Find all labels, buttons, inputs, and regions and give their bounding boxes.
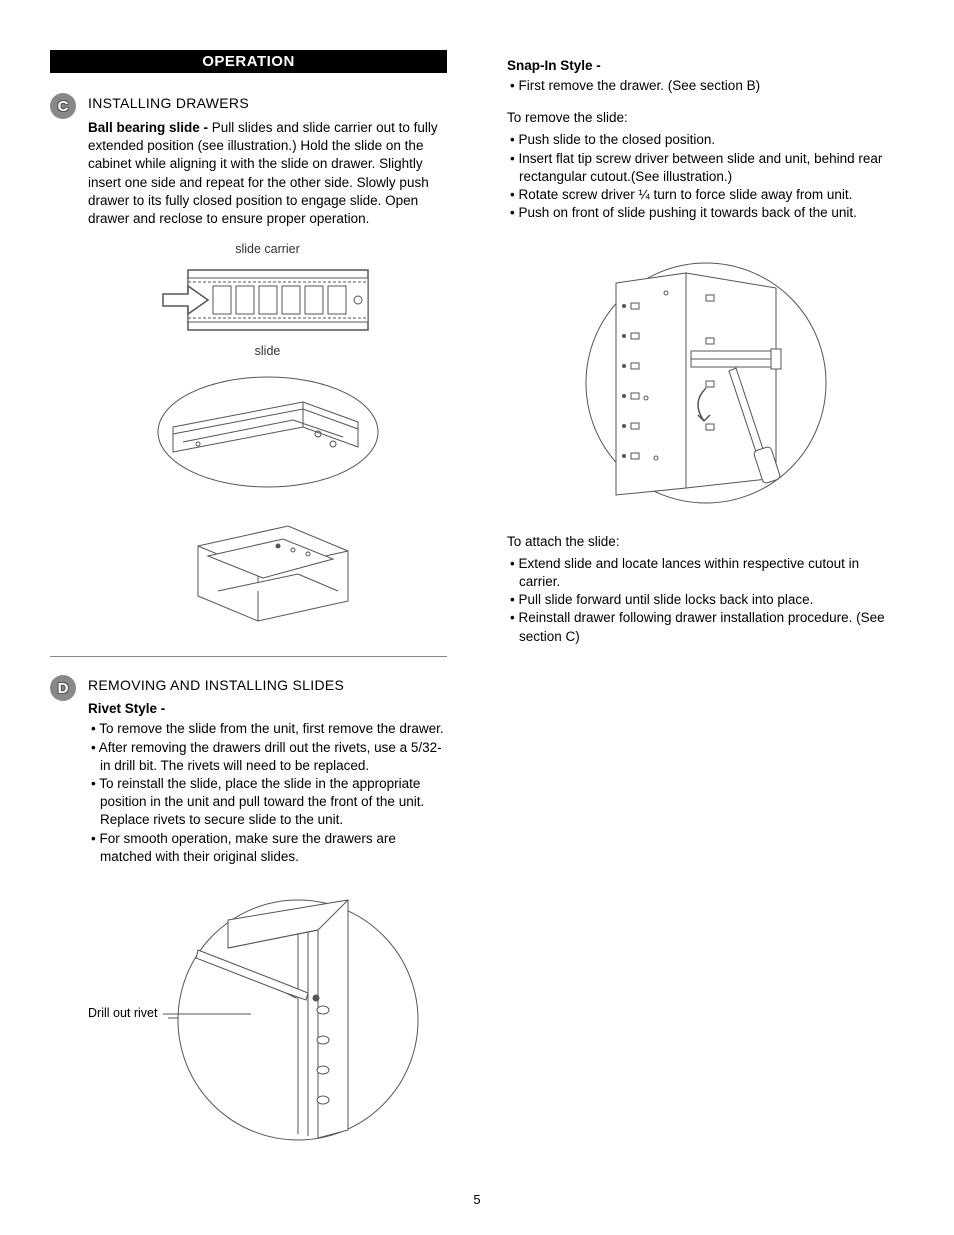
section-c-body: Ball bearing slide - Pull slides and sli… — [88, 119, 447, 228]
attach-intro: To attach the slide: — [507, 533, 904, 551]
drawer-iso-diagram — [168, 506, 368, 626]
operation-header: OPERATION — [50, 50, 447, 73]
remove-bullet-3: Rotate screw driver ¼ turn to force slid… — [507, 186, 904, 204]
step-d-badge: D — [50, 675, 76, 701]
ball-bearing-lead: Ball bearing slide - — [88, 120, 212, 135]
section-c-title: INSTALLING DRAWERS — [88, 95, 447, 111]
right-column: Snap-In Style - First remove the drawer.… — [507, 50, 904, 1174]
rivet-bullet-3: To reinstall the slide, place the slide … — [88, 775, 447, 830]
left-column: OPERATION C INSTALLING DRAWERS Ball bear… — [50, 50, 447, 1174]
page-number: 5 — [0, 1192, 954, 1207]
remove-bullets: Push slide to the closed position. Inser… — [507, 131, 904, 222]
rivet-subhead: Rivet Style - — [88, 701, 447, 716]
remove-bullet-1: Push slide to the closed position. — [507, 131, 904, 149]
step-c-badge: C — [50, 93, 76, 119]
figure-slide-oval — [88, 372, 447, 492]
label-drill-rivet: Drill out rivet — [88, 1006, 157, 1020]
figure-rivet: Drill out rivet — [88, 886, 447, 1156]
ball-bearing-text: Pull slides and slide carrier out to ful… — [88, 120, 438, 226]
rivet-bullets: To remove the slide from the unit, first… — [88, 720, 447, 866]
attach-bullets: Extend slide and locate lances within re… — [507, 555, 904, 646]
section-d-title: REMOVING AND INSTALLING SLIDES — [88, 677, 447, 693]
rivet-bullet-1: To remove the slide from the unit, first… — [88, 720, 447, 738]
section-c: C INSTALLING DRAWERS Ball bearing slide … — [50, 95, 447, 626]
rivet-leader-line — [163, 1008, 253, 1028]
figure-snap-in — [507, 253, 904, 513]
attach-bullet-3: Reinstall drawer following drawer instal… — [507, 609, 904, 645]
remove-intro: To remove the slide: — [507, 109, 904, 127]
attach-bullet-1: Extend slide and locate lances within re… — [507, 555, 904, 591]
step-d-letter: D — [58, 680, 69, 697]
snap-first-bullet-list: First remove the drawer. (See section B) — [507, 77, 904, 95]
step-c-letter: C — [58, 98, 69, 115]
section-divider — [50, 656, 447, 657]
figure-drawer-iso — [88, 506, 447, 626]
page-content: OPERATION C INSTALLING DRAWERS Ball bear… — [50, 50, 904, 1174]
figure-slide-carrier: slide carrier — [88, 242, 447, 358]
remove-bullet-4: Push on front of slide pushing it toward… — [507, 204, 904, 222]
remove-bullet-2: Insert flat tip screw driver between sli… — [507, 150, 904, 186]
snap-first-bullet: First remove the drawer. (See section B) — [507, 77, 904, 95]
rivet-bullet-2: After removing the drawers drill out the… — [88, 739, 447, 775]
rivet-bullet-4: For smooth operation, make sure the draw… — [88, 830, 447, 866]
slide-carrier-diagram — [158, 260, 378, 340]
slide-oval-diagram — [153, 372, 383, 492]
label-slide: slide — [88, 344, 447, 358]
snap-subhead: Snap-In Style - — [507, 58, 904, 73]
section-d: D REMOVING AND INSTALLING SLIDES Rivet S… — [50, 677, 447, 1156]
snap-in-diagram — [576, 253, 836, 513]
label-slide-carrier: slide carrier — [88, 242, 447, 256]
attach-bullet-2: Pull slide forward until slide locks bac… — [507, 591, 904, 609]
